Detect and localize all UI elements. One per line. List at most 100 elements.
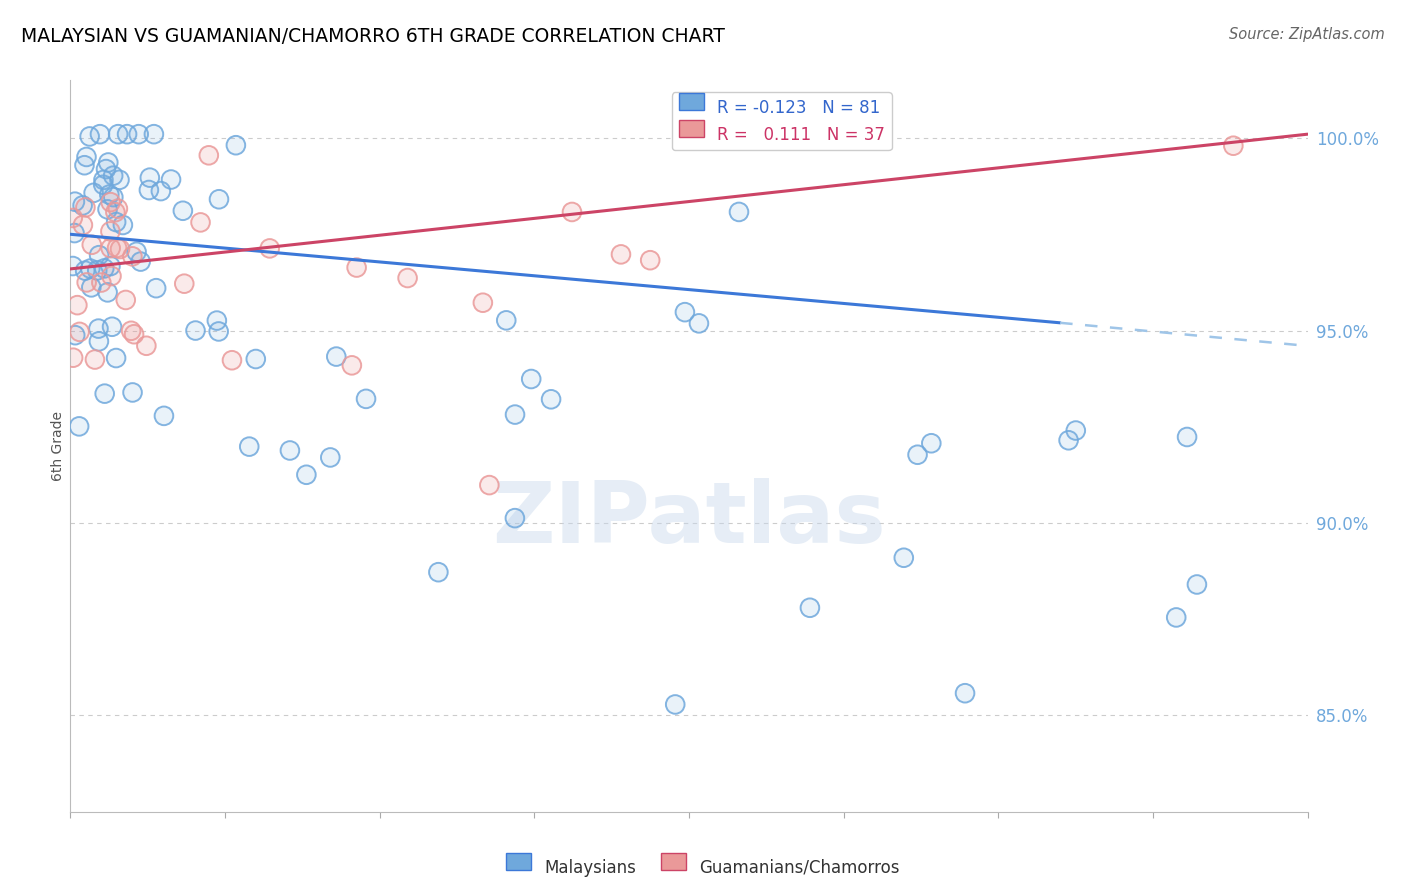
Point [920,436,942,450]
Point [93,386,115,401]
Point [319,450,342,465]
Point [101,169,124,183]
Text: MALAYSIAN VS GUAMANIAN/CHAMORRO 6TH GRADE CORRELATION CHART: MALAYSIAN VS GUAMANIAN/CHAMORRO 6TH GRAD… [21,27,725,45]
Point [638,253,661,268]
Point [128,127,150,141]
Point [83,186,105,200]
Point [96,202,118,217]
Point [100,224,122,238]
Point [478,478,501,492]
Text: ZIPatlas: ZIPatlas [492,477,886,561]
Point [149,184,172,198]
Point [346,260,368,275]
Point [75,201,97,215]
Point [208,192,231,206]
Point [340,359,363,373]
Point [105,241,128,255]
Point [208,192,231,206]
Point [427,565,450,579]
Point [664,698,686,712]
Point [129,254,152,268]
Point [145,281,167,295]
Point [62,259,84,273]
Point [122,327,145,342]
Point [121,385,143,400]
Point [72,218,94,232]
Point [80,237,103,252]
Point [84,352,107,367]
Point [503,408,526,422]
Point [63,328,86,343]
Point [138,183,160,197]
Point [893,550,915,565]
Point [79,261,101,276]
Point [664,698,686,712]
Point [139,170,162,185]
Point [93,386,115,401]
Point [1166,610,1188,624]
Point [153,409,176,423]
Point [561,205,583,219]
Point [125,244,148,259]
Point [238,440,260,454]
Point [107,202,129,216]
Point [190,215,212,229]
Point [1222,138,1244,153]
Point [108,173,131,187]
Point [198,148,221,162]
Point [69,325,91,339]
Point [87,334,110,349]
Point [97,285,120,300]
Point [520,372,543,386]
Point [97,155,120,169]
Point [66,298,89,312]
Point [93,173,115,187]
Point [278,443,301,458]
Point [72,198,94,212]
Point [105,215,128,229]
Point [907,448,929,462]
Point [799,600,821,615]
Point [1057,434,1080,448]
Point [728,205,751,219]
Point [121,385,143,400]
Point [91,178,114,192]
Point [673,305,696,319]
Point [728,205,751,219]
Point [80,280,103,294]
Point [160,172,183,186]
Point [103,190,125,204]
Point [184,324,207,338]
Point [69,325,91,339]
Point [115,127,138,141]
Point [87,321,110,335]
Point [259,241,281,255]
Text: Source: ZipAtlas.com: Source: ZipAtlas.com [1229,27,1385,42]
Point [610,247,633,261]
Point [907,448,929,462]
Point [98,187,121,202]
Point [145,281,167,295]
Point [63,226,86,240]
Point [245,351,267,366]
Point [142,127,165,141]
Point [97,285,120,300]
Point [63,226,86,240]
Point [62,211,84,225]
Point [173,277,195,291]
Point [1185,577,1208,591]
Point [142,127,165,141]
Point [295,467,318,482]
Point [610,247,633,261]
Point [107,127,129,141]
Point [540,392,562,407]
Point [245,351,267,366]
Point [105,215,128,229]
Point [520,372,543,386]
Point [80,237,103,252]
Point [121,249,143,263]
Point [172,203,194,218]
Point [208,325,231,339]
Point [673,305,696,319]
Point [198,148,221,162]
